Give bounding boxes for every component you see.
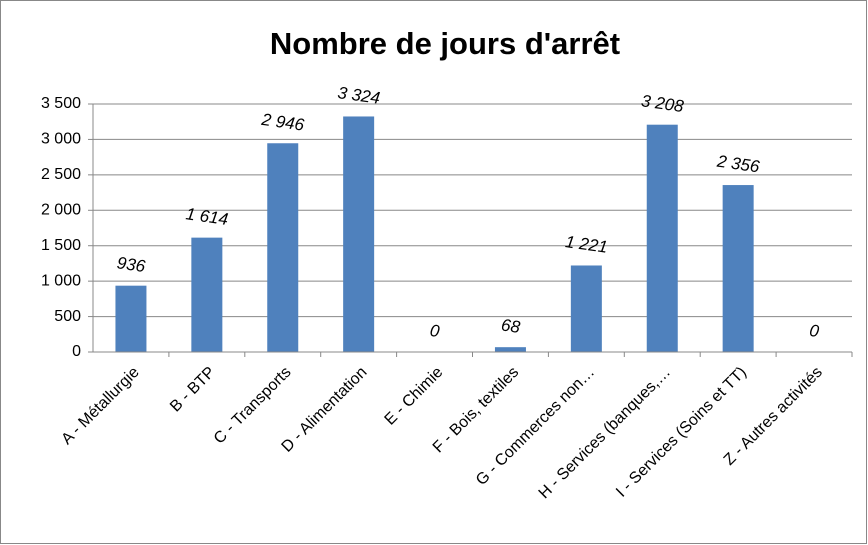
bar [570, 265, 602, 352]
y-tick-label: 3 500 [41, 95, 81, 112]
bar [115, 285, 147, 352]
y-tick-label: 1 000 [41, 272, 81, 289]
data-label: 68 [500, 315, 522, 337]
data-label: 0 [429, 321, 442, 341]
y-tick-label: 3 000 [41, 131, 81, 148]
bar [267, 143, 299, 352]
data-label: 0 [808, 321, 821, 341]
y-tick-label: 2 000 [41, 202, 81, 219]
bar [343, 116, 375, 352]
y-tick-label: 2 500 [41, 166, 81, 183]
chart-title: Nombre de jours d'arrêt [270, 26, 620, 61]
y-tick-label: 500 [54, 308, 81, 325]
bar [191, 237, 223, 352]
data-label: 936 [116, 253, 147, 276]
bar [494, 347, 526, 352]
y-tick-label: 0 [72, 343, 81, 360]
bar [646, 124, 678, 353]
y-tick-label: 1 500 [41, 237, 81, 254]
bar [722, 185, 754, 352]
